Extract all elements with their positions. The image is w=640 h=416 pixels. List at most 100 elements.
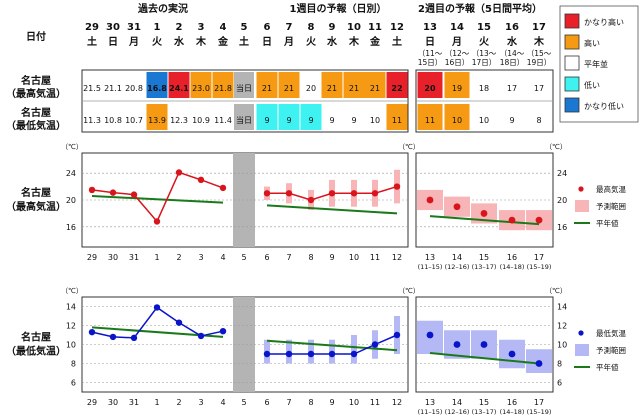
chart-legend-label: 予測範囲 xyxy=(596,201,626,211)
week1-date-day: 11 xyxy=(368,22,382,33)
week2-date-day: 17 xyxy=(532,22,546,33)
x-sub-label: (11–15) xyxy=(418,263,443,271)
x-tick-label: 2 xyxy=(176,398,181,407)
x-tick-label: 1 xyxy=(154,398,159,407)
week1-cell-bg xyxy=(278,72,300,98)
x-tick-label: 13 xyxy=(425,398,435,407)
past-cell: 21.1 xyxy=(104,84,122,93)
week2-cell-bg xyxy=(417,104,443,130)
legend-swatch xyxy=(564,13,580,29)
row-label-city: 名古屋 xyxy=(21,106,51,119)
y-unit-right: （℃） xyxy=(545,143,567,151)
week1-cell-bg xyxy=(321,72,343,98)
chart-title-city: 名古屋 xyxy=(21,186,51,199)
today-date-day: 5 xyxy=(241,22,248,33)
week1-date-day: 6 xyxy=(264,22,271,33)
observed-point xyxy=(175,169,183,176)
week1-cell: 21 xyxy=(349,84,359,93)
x-sub-label: (14–18) xyxy=(500,263,525,271)
legend-box xyxy=(575,200,589,212)
week1-cell: 11 xyxy=(392,116,402,125)
x-sub-label: (14–18) xyxy=(500,408,525,416)
observed-point xyxy=(219,328,227,335)
week1-cell: 9 xyxy=(286,116,291,125)
x-sub-label: (12–16) xyxy=(445,408,470,416)
forecast-point-week1 xyxy=(285,350,293,358)
past-cell-bg xyxy=(168,72,190,98)
forecast-point-week2 xyxy=(508,350,516,358)
week2-cell-bg xyxy=(444,104,470,130)
week2-date-dow: 月 xyxy=(451,36,462,48)
x-sub-label: (15–19) xyxy=(527,408,552,416)
week2-cell: 20 xyxy=(424,84,436,93)
week1-cell-bg xyxy=(386,72,408,98)
week1-cell-bg xyxy=(343,72,365,98)
observed-point xyxy=(130,334,138,342)
forecast-point-week1 xyxy=(371,190,379,197)
y-tick-label: 8 xyxy=(71,360,76,369)
x-tick-label: 3 xyxy=(198,253,203,262)
y-tick-label: 16 xyxy=(66,223,76,232)
x-tick-label: 15 xyxy=(479,398,489,407)
forecast-point-week2 xyxy=(535,360,543,367)
week1-date-dow: 金 xyxy=(369,35,381,48)
past-date-dow: 月 xyxy=(128,36,139,48)
week1-date-dow: 日 xyxy=(262,36,272,48)
y-tick-label-right: 12 xyxy=(557,322,567,331)
past-cell: 24.1 xyxy=(169,84,189,93)
week2-cell: 19 xyxy=(452,84,462,93)
legend-label: 低い xyxy=(584,80,600,90)
x-tick-label: 11 xyxy=(370,253,380,262)
y-tick-label-right: 8 xyxy=(557,360,562,369)
week1-cell: 10 xyxy=(370,116,380,125)
y-unit-mid: （℃） xyxy=(398,287,420,295)
today-cell-bg xyxy=(234,104,254,130)
temperature-table: 名古屋（最高気温）21.5 21.1 20.8 16.8 24.1 23.0 21.8 当日 2… xyxy=(6,69,554,133)
observed-point xyxy=(153,304,161,311)
legend-label: 高い xyxy=(584,38,600,48)
y-tick-label-right: 20 xyxy=(557,196,567,205)
past-cell: 20.8 xyxy=(125,84,143,93)
week2-range-b: 16日） xyxy=(445,58,470,67)
normal-line-week1 xyxy=(266,339,398,352)
forecast-point-week2 xyxy=(453,341,461,348)
x-tick-label-today: 5 xyxy=(241,398,246,407)
week2-range-b: 18日） xyxy=(500,58,525,67)
legend-label: 平年並 xyxy=(584,59,608,69)
forecast-point-week2 xyxy=(453,203,461,211)
week1-date-dow: 月 xyxy=(283,36,294,48)
week1-cell: 22 xyxy=(391,84,402,93)
header-past: 過去の実況 xyxy=(137,2,188,15)
observed-point xyxy=(88,186,96,194)
x-tick-label: 9 xyxy=(329,398,334,407)
x-tick-label: 13 xyxy=(425,253,435,262)
past-cell: 10.7 xyxy=(125,116,143,125)
y-tick-label: 10 xyxy=(66,341,76,350)
past-cell-bg xyxy=(146,72,168,98)
x-tick-label: 3 xyxy=(198,398,203,407)
y-tick-label-right: 14 xyxy=(557,303,567,312)
y-tick-label-right: 10 xyxy=(557,341,567,350)
forecast-point-week1 xyxy=(350,350,358,358)
week1-date-dow: 木 xyxy=(348,35,360,48)
forecast-point-week1 xyxy=(328,350,336,358)
x-tick-label: 1 xyxy=(154,253,159,262)
week1-date-day: 9 xyxy=(329,22,336,33)
week2-range-a: （14～ xyxy=(500,49,525,58)
past-date-dow: 木 xyxy=(195,35,207,48)
normal-line-week1 xyxy=(266,204,398,215)
legend-dot xyxy=(578,186,584,192)
week2-range-b: 19日） xyxy=(527,58,552,67)
x-tick-label: 7 xyxy=(286,398,291,407)
past-date-dow: 土 xyxy=(87,35,97,48)
legend-swatch xyxy=(564,76,580,92)
forecast-point-week1 xyxy=(393,331,401,339)
week2-date-dow: 日 xyxy=(425,36,435,48)
week2-cell: 8 xyxy=(536,116,541,125)
past-cell: 13.9 xyxy=(148,116,166,125)
week2-range-a: （13～ xyxy=(472,49,497,58)
x-tick-label: 10 xyxy=(349,398,359,407)
forecast-point-week2 xyxy=(426,331,434,339)
forecast-point-week1 xyxy=(307,350,315,358)
x-tick-label: 6 xyxy=(264,398,269,407)
